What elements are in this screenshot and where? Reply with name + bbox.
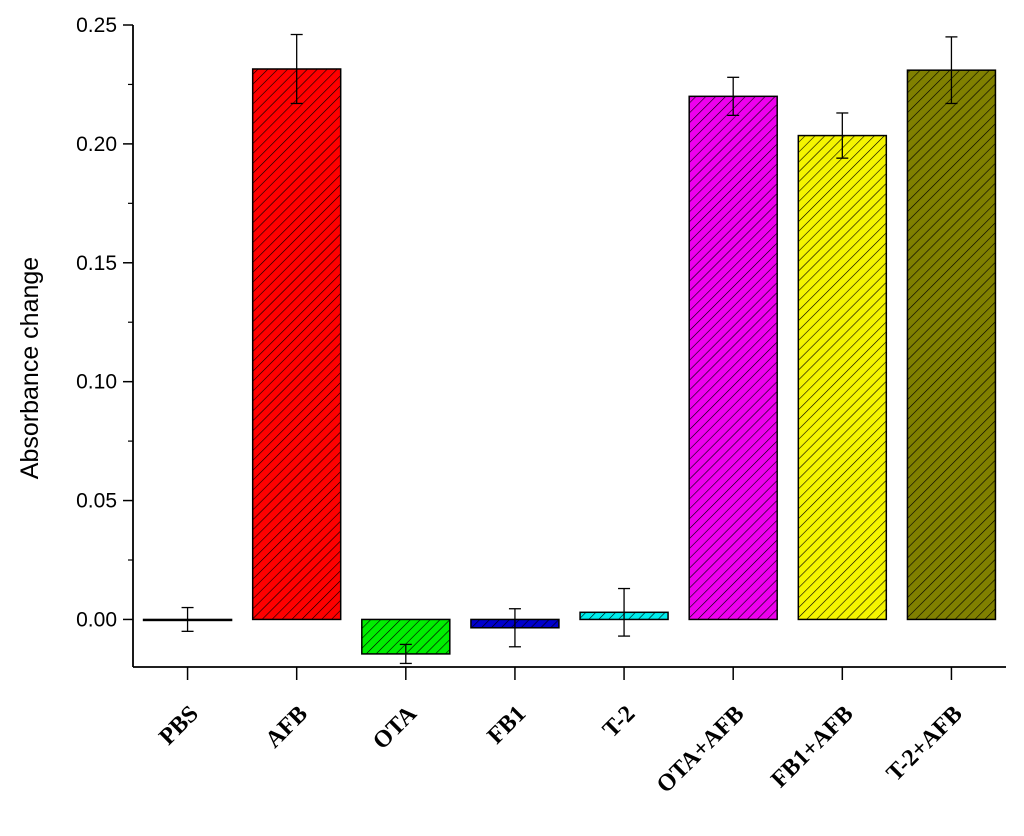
bars-layer	[142, 68, 997, 655]
y-tick-label: 0.20	[76, 133, 117, 156]
x-tick-label: T-2	[598, 701, 640, 743]
x-tick-label: FB1	[483, 701, 532, 750]
x-tick-label: OTA+AFB	[652, 701, 750, 799]
bar-fb1-afb	[797, 134, 888, 621]
bar-t-2-afb	[906, 69, 997, 621]
x-tick-label: OTA	[368, 700, 422, 754]
error-bars-layer	[181, 33, 958, 665]
bar-ota	[361, 618, 451, 655]
y-tick-label: 0.25	[76, 14, 117, 37]
y-tick-label: 0.00	[76, 608, 117, 631]
y-axis-title: Absorbance change	[16, 257, 44, 479]
error-bar	[290, 33, 303, 105]
error-bar	[618, 587, 631, 637]
bar-ota-afb	[688, 95, 778, 621]
error-bar	[181, 606, 194, 632]
x-tick-label: T-2+AFB	[882, 701, 968, 787]
y-tick-label: 0.10	[76, 371, 117, 394]
x-tick-label: FB1+AFB	[766, 701, 858, 793]
bar-afb	[251, 68, 342, 621]
x-tick-label: AFB	[261, 701, 313, 753]
error-bar	[727, 76, 740, 117]
error-bar	[399, 643, 412, 665]
axes-layer	[123, 24, 1006, 680]
error-bar	[836, 112, 849, 159]
x-tick-label: PBS	[154, 701, 204, 751]
y-tick-label: 0.05	[76, 490, 117, 513]
y-tick-label: 0.15	[76, 252, 117, 275]
error-bar	[508, 608, 521, 648]
error-bar	[945, 36, 958, 105]
